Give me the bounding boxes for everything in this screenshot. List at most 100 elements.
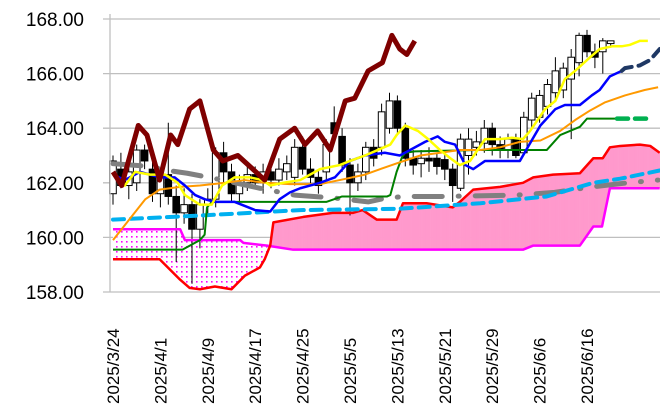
cloud-fill-bearish <box>157 229 160 260</box>
cloud-fill-bearish <box>152 229 155 260</box>
orange-ma-line <box>112 86 659 241</box>
indicator-lines <box>110 32 660 291</box>
cloud-fill-bullish <box>277 221 280 248</box>
cloud-fill-bullish <box>353 212 356 250</box>
cloud-fill-bullish <box>588 161 591 234</box>
cloud-fill-bullish <box>463 196 466 250</box>
cloud-fill-bearish <box>177 229 180 279</box>
cloud-fill-bullish <box>362 210 365 250</box>
cloud-fill-bearish <box>222 240 224 288</box>
cloud-fill-bullish <box>487 188 490 250</box>
cloud-fill-bearish <box>147 229 150 260</box>
cloud-fill-bearish <box>185 240 188 286</box>
cloud-fill-bullish <box>455 203 458 250</box>
cloud-fill-bullish <box>321 214 324 250</box>
cloud-fill-bullish <box>406 203 409 250</box>
cloud-fill-bullish <box>628 145 630 189</box>
cloud-fill-bullish <box>531 177 534 247</box>
candle-body-down <box>401 127 410 159</box>
cloud-fill-bullish <box>316 214 319 250</box>
x-tick-label: 2025/4/1 <box>151 338 170 404</box>
candle <box>275 158 283 186</box>
x-tick-label: 2025/4/25 <box>294 328 313 404</box>
cloud-fill-bullish <box>459 201 461 250</box>
cloud-fill-bullish <box>451 207 453 250</box>
candle-body-up <box>567 56 576 80</box>
cloud-fill-bearish <box>215 240 218 287</box>
cloud-fill-bearish <box>135 229 137 260</box>
cloud-fill-bearish <box>130 229 133 260</box>
cloud-fill-bearish <box>184 238 186 285</box>
candle <box>283 155 291 181</box>
cloud-fill-bullish <box>446 206 449 250</box>
cloud-fill-bullish <box>430 203 433 250</box>
x-tick-label: 2025/5/21 <box>436 328 455 404</box>
cloud-fill-bullish <box>340 212 343 250</box>
candle-body-up <box>362 146 370 173</box>
cloud-fill-bearish <box>248 243 251 274</box>
cloud-fill-bullish <box>384 219 387 250</box>
candle-body-down <box>164 174 173 197</box>
axes: 158.00 160.00 162.00 164.00 166.00 168.00 2025… <box>26 10 597 404</box>
candle-body-up <box>606 40 615 45</box>
cloud-fill-bullish <box>413 203 416 250</box>
cloud-fill-bullish <box>466 193 469 250</box>
candle-body-down <box>488 127 496 146</box>
cloud-fill-bullish <box>599 158 602 227</box>
candle-body-down <box>346 164 354 184</box>
cloud-fill-bullish <box>291 218 294 250</box>
candle <box>409 150 417 175</box>
candle <box>448 163 457 202</box>
cloud-fill-bearish <box>182 234 185 284</box>
cloud-fill-bullish <box>422 203 425 250</box>
y-tick-label: 168.00 <box>26 10 84 31</box>
cloud-fill-bullish <box>283 220 286 249</box>
cloud-fill-bullish <box>441 205 444 250</box>
cloud-fill-bearish <box>173 229 175 275</box>
cloud-fill-bearish <box>122 229 125 260</box>
cloud-fill-bearish <box>199 240 202 290</box>
x-tick-label: 2025/5/13 <box>388 328 407 404</box>
cloud-fill-bullish <box>598 158 600 227</box>
cloud-fill-bearish <box>166 229 169 268</box>
candle <box>583 29 591 58</box>
candle-body-up <box>527 97 536 121</box>
cloud-fill-bullish <box>361 210 363 250</box>
cloud-fill-bearish <box>120 229 123 260</box>
candle-body-down <box>433 157 441 167</box>
kijun-blue-line <box>112 69 623 213</box>
cloud-fill-bullish <box>572 173 575 246</box>
long-ma-gray-line <box>110 161 660 205</box>
cloud-fill-bullish <box>351 212 354 250</box>
cloud-fill-bullish <box>368 214 371 250</box>
candle <box>527 92 536 129</box>
cloud-fill-bullish <box>587 163 589 236</box>
cloud-fill-bullish <box>574 173 577 246</box>
chikou-span-line <box>110 32 417 189</box>
cloud-fill-bullish <box>359 210 362 250</box>
cloud-fill-bullish <box>294 218 297 250</box>
cloud-fill-bullish <box>449 206 452 250</box>
cloud-fill-bullish <box>274 221 277 247</box>
cloud-fill-bearish <box>223 240 226 289</box>
cloud-fill-bearish <box>206 240 209 289</box>
cloud-fill-bullish <box>648 145 651 189</box>
cloud-fill-bearish <box>154 229 156 260</box>
cloud-fill-bullish <box>350 212 352 250</box>
cloud-fill-bearish <box>240 240 243 280</box>
cloud-fill-bearish <box>139 229 142 260</box>
cloud-fill-bullish <box>470 191 472 250</box>
cloud-fill-bullish <box>590 159 593 231</box>
cloud-fill-bullish <box>326 213 329 250</box>
cloud-fill-bearish <box>187 240 190 288</box>
cloud-fill-bearish <box>236 240 239 285</box>
cloud-fill-bullish <box>386 219 389 250</box>
cloud-fill-bullish <box>338 212 341 250</box>
cloud-fill-bullish <box>319 214 322 250</box>
cloud-fill-bullish <box>356 211 359 250</box>
candle <box>551 57 560 101</box>
candle <box>393 95 402 134</box>
cloud-span-b-line <box>113 187 660 251</box>
cloud-fill-bullish <box>403 203 406 250</box>
cloud-fill-bearish <box>179 229 182 281</box>
